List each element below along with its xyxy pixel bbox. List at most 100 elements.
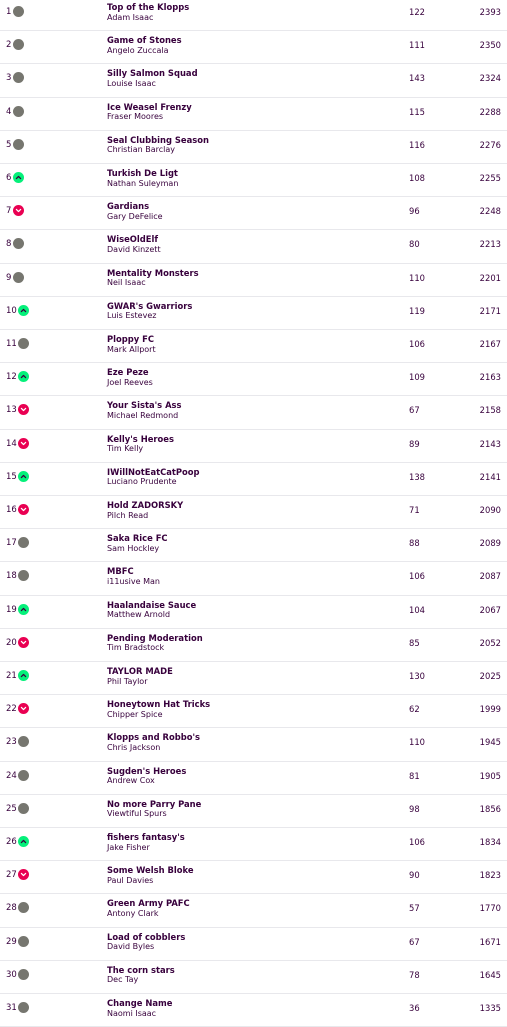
table-row[interactable]: 8 WiseOldElf David Kinzett 80 2213: [0, 230, 507, 264]
table-row[interactable]: 29 Load of cobblers David Byles 67 1671: [0, 928, 507, 961]
total-points: 2158: [479, 405, 501, 416]
movement-down-icon: [18, 703, 29, 715]
table-row[interactable]: 15 IWillNotEatCatPoop Luciano Prudente 1…: [0, 463, 507, 496]
gameweek-points: 119: [409, 305, 425, 316]
table-row[interactable]: 10 GWAR's Gwarriors Luis Estevez 119 217…: [0, 297, 507, 330]
table-row[interactable]: 27 Some Welsh Bloke Paul Davies 90 1823: [0, 861, 507, 895]
table-row[interactable]: 31 Change Name Naomi Isaac 36 1335: [0, 994, 507, 1027]
team-name-link[interactable]: Ice Weasel Frenzy: [107, 101, 192, 112]
team-name-link[interactable]: IWillNotEatCatPoop: [107, 466, 200, 477]
table-row[interactable]: 23 Klopps and Robbo's Chris Jackson 110 …: [0, 728, 507, 762]
team-name-link[interactable]: fishers fantasy's: [107, 832, 185, 842]
table-row[interactable]: 21 TAYLOR MADE Phil Taylor 130 2025: [0, 662, 507, 696]
team-name-link[interactable]: Ploppy FC: [107, 334, 154, 344]
team-name-link[interactable]: The corn stars: [107, 964, 175, 975]
rank: 26: [6, 837, 17, 847]
team-name-link[interactable]: Gardians: [107, 201, 150, 212]
table-row[interactable]: 7 Gardians Gary DeFelice 96 2248: [0, 197, 507, 231]
rank: 31: [6, 1003, 17, 1013]
movement-same-icon: [18, 537, 29, 549]
manager-name: Antony Clark: [107, 908, 159, 918]
team-name-link[interactable]: Turkish De Ligt: [107, 168, 178, 178]
team-name-link[interactable]: Some Welsh Bloke: [107, 865, 194, 876]
team-name-link[interactable]: Haalandaise Sauce: [107, 599, 197, 610]
manager-name: Gary DeFelice: [107, 211, 163, 221]
gameweek-points: 106: [409, 837, 425, 847]
gameweek-points: 106: [409, 339, 425, 349]
movement-same-icon: [18, 802, 29, 814]
team-name-link[interactable]: Pending Moderation: [107, 632, 203, 643]
table-row[interactable]: 5 Seal Clubbing Season Christian Barclay…: [0, 131, 507, 164]
team-name-link[interactable]: Honeytown Hat Tricks: [107, 699, 211, 710]
team-name-link[interactable]: Change Name: [107, 998, 173, 1008]
manager-name: Viewtiful Spurs: [107, 809, 167, 819]
table-row[interactable]: 1 Top of the Klopps Adam Isaac 122 2393: [0, 0, 507, 32]
table-row[interactable]: 17 Saka Rice FC Sam Hockley 88 2089: [0, 529, 507, 563]
rank: 17: [6, 538, 17, 549]
table-row[interactable]: 22 Honeytown Hat Tricks Chipper Spice 62…: [0, 695, 507, 729]
total-points: 2171: [479, 305, 501, 316]
team-name-link[interactable]: No more Parry Pane: [107, 798, 202, 809]
table-row[interactable]: 4 Ice Weasel Frenzy Fraser Moores 115 22…: [0, 98, 507, 131]
team-name-link[interactable]: Game of Stones: [107, 35, 182, 46]
table-row[interactable]: 24 Sugden's Heroes Andrew Cox 81 1905: [0, 762, 507, 795]
table-row[interactable]: 20 Pending Moderation Tim Bradstock 85 2…: [0, 629, 507, 662]
manager-name: Neil Isaac: [107, 278, 146, 288]
table-row[interactable]: 11 Ploppy FC Mark Allport 106 2167: [0, 330, 507, 364]
table-row[interactable]: 16 Hold ZADORSKY Pilch Read 71 2090: [0, 496, 507, 530]
table-row[interactable]: 13 Your Sista's Ass Michael Redmond 67 2…: [0, 396, 507, 430]
table-row[interactable]: 6 Turkish De Ligt Nathan Suleyman 108 22…: [0, 164, 507, 198]
manager-name: Louise Isaac: [107, 78, 156, 88]
movement-up-icon: [13, 172, 24, 183]
gameweek-points: 85: [409, 637, 420, 648]
movement-same-icon: [18, 902, 29, 914]
movement-same-icon: [18, 935, 29, 947]
manager-name: Jake Fisher: [107, 842, 150, 852]
manager-name: Andrew Cox: [107, 776, 155, 786]
team-name-link[interactable]: Load of cobblers: [107, 931, 186, 942]
table-row[interactable]: 30 The corn stars Dec Tay 78 1645: [0, 961, 507, 994]
team-name-link[interactable]: GWAR's Gwarriors: [107, 300, 193, 311]
team-name-link[interactable]: Your Sista's Ass: [107, 400, 182, 411]
team-name-link[interactable]: TAYLOR MADE: [107, 666, 173, 676]
team-name-link[interactable]: Green Army PAFC: [107, 898, 190, 909]
rank: 28: [6, 903, 17, 914]
table-row[interactable]: 12 Eze Peze Joel Reeves 109 2163: [0, 363, 507, 397]
team-name-link[interactable]: Silly Salmon Squad: [107, 68, 198, 79]
total-points: 2255: [479, 173, 501, 183]
manager-name: Michael Redmond: [107, 410, 179, 420]
movement-down-icon: [18, 636, 29, 648]
total-points: 2087: [479, 571, 501, 582]
team-name-link[interactable]: Hold ZADORSKY: [107, 500, 184, 510]
table-row[interactable]: 28 Green Army PAFC Antony Clark 57 1770: [0, 894, 507, 928]
team-name-link[interactable]: Eze Peze: [107, 367, 149, 378]
movement-same-icon: [18, 1002, 29, 1013]
team-name-link[interactable]: Mentality Monsters: [107, 267, 199, 278]
table-row[interactable]: 19 Haalandaise Sauce Matthew Arnold 104 …: [0, 596, 507, 629]
team-name-link[interactable]: Klopps and Robbo's: [107, 732, 201, 743]
table-row[interactable]: 3 Silly Salmon Squad Louise Isaac 143 23…: [0, 64, 507, 98]
manager-name: Christian Barclay: [107, 145, 175, 155]
team-name-link[interactable]: Saka Rice FC: [107, 533, 168, 544]
movement-same-icon: [13, 138, 24, 150]
table-row[interactable]: 2 Game of Stones Angelo Zuccala 111 2350: [0, 31, 507, 65]
movement-down-icon: [18, 504, 29, 515]
gameweek-points: 71: [409, 505, 420, 515]
team-name-link[interactable]: Kelly's Heroes: [107, 433, 174, 444]
team-name-link[interactable]: MBFC: [107, 566, 134, 577]
team-name-link[interactable]: WiseOldElf: [107, 234, 158, 245]
team-name-link[interactable]: Seal Clubbing Season: [107, 134, 209, 145]
team-name-link[interactable]: Sugden's Heroes: [107, 765, 187, 776]
table-row[interactable]: 26 fishers fantasy's Jake Fisher 106 183…: [0, 828, 507, 862]
table-row[interactable]: 18 MBFC i11usive Man 106 2087: [0, 562, 507, 596]
table-row[interactable]: 25 No more Parry Pane Viewtiful Spurs 98…: [0, 795, 507, 828]
table-row[interactable]: 14 Kelly's Heroes Tim Kelly 89 2143: [0, 430, 507, 463]
movement-up-icon: [18, 670, 29, 681]
manager-name: Mark Allport: [107, 344, 156, 354]
gameweek-points: 110: [409, 737, 425, 748]
table-row[interactable]: 9 Mentality Monsters Neil Isaac 110 2201: [0, 264, 507, 297]
gameweek-points: 104: [409, 604, 425, 615]
team-name-link[interactable]: Top of the Klopps: [107, 2, 190, 12]
rank: 11: [6, 339, 17, 349]
movement-same-icon: [18, 338, 29, 349]
